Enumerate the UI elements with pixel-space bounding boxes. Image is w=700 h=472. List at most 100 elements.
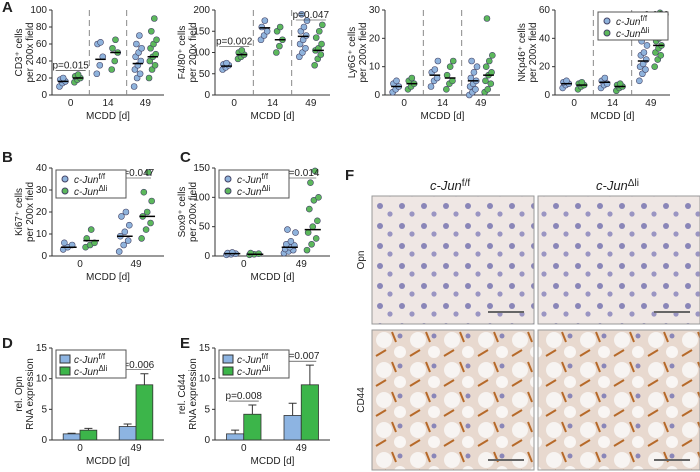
- y-axis-label: CD3⁺ cells: [14, 28, 25, 76]
- x-tick-label: 0: [571, 98, 577, 109]
- dot: [61, 239, 68, 247]
- y-tick-label: 0: [204, 90, 210, 101]
- y-axis-label: per 200x field: [25, 182, 36, 242]
- x-tick-label: 0: [401, 98, 407, 109]
- dot: [434, 57, 442, 65]
- x-tick-label: 14: [102, 98, 114, 109]
- x-tick-label: 0: [231, 98, 237, 109]
- legend-swatch: [603, 17, 611, 25]
- dot: [408, 74, 416, 82]
- dot: [482, 77, 489, 85]
- y-tick-label: 15: [199, 343, 211, 354]
- p-value: p=0.014: [283, 168, 320, 179]
- error-bar: [288, 402, 297, 416]
- dot: [133, 40, 140, 48]
- x-tick-label: 0: [241, 443, 247, 454]
- dot: [311, 61, 318, 69]
- x-tick-label: 49: [130, 259, 142, 270]
- y-axis-label: per 200x field: [25, 22, 36, 82]
- dot: [300, 23, 308, 31]
- x-tick-label: 0: [77, 259, 83, 270]
- error-bar: [248, 404, 257, 415]
- legend-label: c-JunΔli: [74, 184, 108, 198]
- dot: [302, 32, 310, 39]
- dot: [636, 77, 643, 85]
- name-sup: Δli: [261, 364, 270, 373]
- name: c-Jun: [74, 187, 99, 198]
- y-tick-label: 60: [539, 5, 551, 16]
- y-tick-label: 60: [36, 39, 48, 50]
- y-tick-label: 0: [544, 90, 550, 101]
- legend-label: c-Junf/f: [616, 14, 648, 28]
- y-tick-label: 0: [41, 251, 47, 262]
- p-value: p=0.015: [52, 61, 89, 72]
- dot: [303, 17, 311, 24]
- dot: [96, 61, 104, 69]
- y-tick-label: 30: [36, 185, 48, 196]
- error-bar: [305, 364, 314, 385]
- dot: [489, 52, 496, 59]
- bar: [283, 415, 302, 441]
- dot: [247, 249, 254, 257]
- axis: [214, 10, 330, 96]
- bar: [62, 433, 81, 441]
- error-bar: [84, 427, 93, 431]
- x-tick-label: 49: [296, 443, 308, 454]
- dot: [651, 63, 658, 70]
- dot: [307, 179, 314, 186]
- y-tick-label: 10: [36, 229, 48, 240]
- name: c-Jun: [430, 178, 462, 193]
- dot: [468, 57, 475, 65]
- name-sup: f/f: [261, 172, 268, 181]
- dot: [111, 57, 119, 65]
- error-bar: [123, 423, 132, 427]
- dot: [258, 23, 266, 31]
- name: c-Jun: [596, 178, 628, 193]
- dot: [449, 57, 457, 65]
- dot: [263, 27, 271, 35]
- dot: [315, 27, 323, 35]
- bar: [118, 426, 137, 441]
- dot: [140, 188, 148, 196]
- dot: [121, 228, 129, 236]
- y-tick-label: 20: [539, 62, 551, 73]
- dot: [643, 42, 651, 49]
- legend-swatch: [59, 366, 71, 376]
- y-axis-label: per 200x field: [188, 22, 199, 82]
- y-tick-label: 20: [36, 207, 48, 218]
- dot: [314, 217, 321, 225]
- dot: [446, 63, 454, 70]
- dot: [303, 246, 311, 254]
- dot: [145, 74, 153, 82]
- legend-swatch: [61, 175, 69, 183]
- dot: [120, 241, 127, 249]
- dot: [223, 59, 230, 67]
- panel-letter: E: [180, 335, 190, 352]
- y-axis-label: per 200x field: [188, 182, 199, 242]
- y-tick-label: 100: [193, 192, 210, 203]
- name: c-Jun: [616, 17, 641, 28]
- row-label: Opn: [356, 251, 367, 270]
- legend-label: c-JunΔli: [596, 178, 639, 193]
- error-bar: [67, 432, 76, 434]
- dot: [136, 70, 144, 78]
- x-tick-label: 0: [68, 98, 74, 109]
- dot: [97, 38, 104, 46]
- histology-image: [371, 195, 535, 325]
- dot: [153, 36, 160, 44]
- name: c-Jun: [74, 175, 99, 186]
- dot: [318, 40, 325, 48]
- x-axis-label: MCDD [d]: [421, 111, 465, 122]
- x-tick-label: 49: [296, 259, 308, 270]
- y-tick-label: 100: [30, 5, 47, 16]
- name-sup: Δli: [640, 26, 649, 35]
- p-value: p=0.008: [226, 391, 263, 402]
- y-tick-label: 50: [199, 222, 211, 233]
- dot: [115, 248, 123, 255]
- x-axis-label: MCDD [d]: [591, 111, 635, 122]
- y-axis-label: NKp46⁺ cells: [517, 23, 528, 82]
- histology-panel: [371, 195, 700, 471]
- name: c-Jun: [237, 175, 262, 186]
- name: c-Jun: [74, 355, 99, 366]
- y-axis-label: RNA expression: [25, 358, 36, 430]
